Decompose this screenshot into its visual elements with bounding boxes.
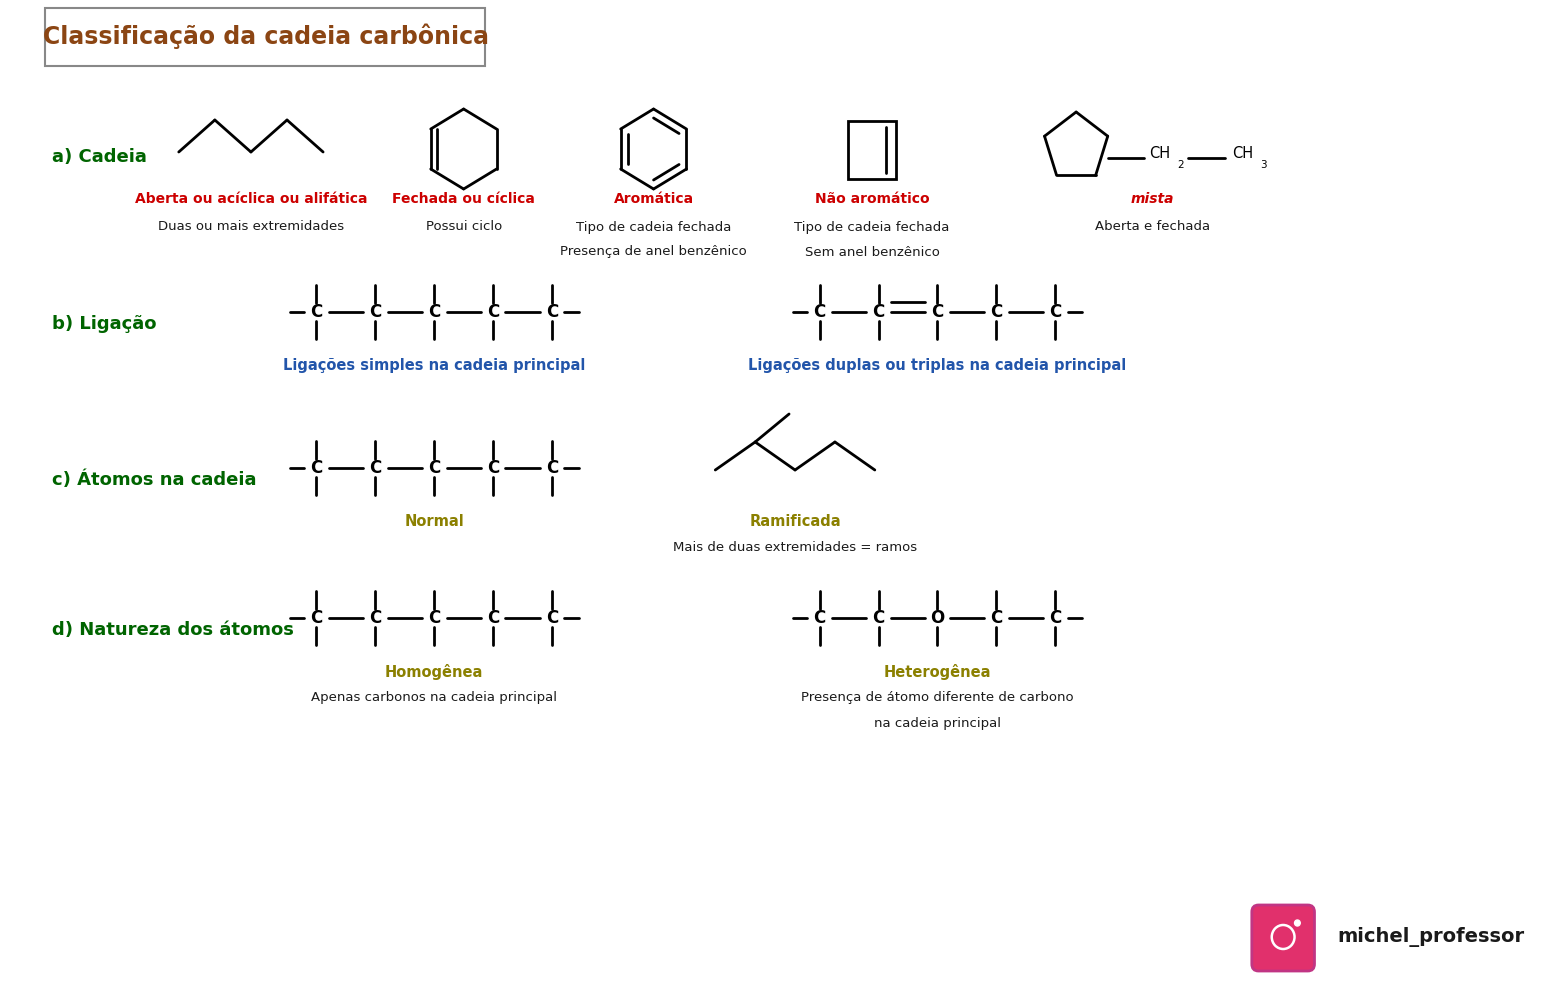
- Text: a) Cadeia: a) Cadeia: [53, 148, 148, 166]
- Text: C: C: [814, 609, 826, 627]
- Text: CH: CH: [1232, 146, 1253, 162]
- Text: Tipo de cadeia fechada: Tipo de cadeia fechada: [576, 220, 731, 233]
- Text: Ramificada: Ramificada: [750, 515, 840, 530]
- Text: C: C: [990, 609, 1002, 627]
- Text: Apenas carbonos na cadeia principal: Apenas carbonos na cadeia principal: [311, 691, 557, 704]
- Text: Duas ou mais extremidades: Duas ou mais extremidades: [157, 220, 344, 233]
- Text: michel_professor: michel_professor: [1337, 927, 1525, 947]
- Text: Aromática: Aromática: [613, 192, 694, 206]
- FancyBboxPatch shape: [45, 8, 484, 66]
- Text: C: C: [487, 459, 499, 477]
- Text: Normal: Normal: [405, 515, 464, 530]
- Text: na cadeia principal: na cadeia principal: [874, 716, 1001, 729]
- Text: C: C: [990, 303, 1002, 321]
- Text: C: C: [546, 609, 559, 627]
- Text: C: C: [310, 609, 322, 627]
- Text: Não aromático: Não aromático: [815, 192, 929, 206]
- Text: Aberta ou acíclica ou alifática: Aberta ou acíclica ou alifática: [135, 192, 367, 206]
- Text: b) Ligação: b) Ligação: [53, 315, 157, 333]
- Text: c) Átomos na cadeia: c) Átomos na cadeia: [53, 471, 257, 489]
- Text: Presença de anel benzênico: Presença de anel benzênico: [560, 245, 747, 259]
- Text: 2: 2: [1176, 160, 1184, 170]
- Bar: [848, 121, 896, 179]
- FancyBboxPatch shape: [1253, 905, 1315, 971]
- Text: C: C: [814, 303, 826, 321]
- Text: C: C: [310, 303, 322, 321]
- Text: C: C: [1049, 609, 1061, 627]
- Text: Homogênea: Homogênea: [384, 664, 484, 680]
- Text: C: C: [310, 459, 322, 477]
- Text: Mais de duas extremidades = ramos: Mais de duas extremidades = ramos: [674, 542, 916, 555]
- Text: C: C: [932, 303, 943, 321]
- Text: 3: 3: [1260, 160, 1267, 170]
- Text: Possui ciclo: Possui ciclo: [425, 220, 501, 233]
- Text: C: C: [369, 303, 381, 321]
- Text: Heterogênea: Heterogênea: [884, 664, 991, 680]
- Text: C: C: [873, 609, 885, 627]
- Text: C: C: [428, 609, 440, 627]
- Text: Sem anel benzênico: Sem anel benzênico: [804, 245, 940, 259]
- Text: CH: CH: [1150, 146, 1170, 162]
- Text: Ligações duplas ou triplas na cadeia principal: Ligações duplas ou triplas na cadeia pri…: [748, 358, 1127, 374]
- Text: C: C: [369, 609, 381, 627]
- Circle shape: [1295, 920, 1301, 926]
- Text: C: C: [546, 303, 559, 321]
- Text: Ligações simples na cadeia principal: Ligações simples na cadeia principal: [283, 358, 585, 374]
- Text: Presença de átomo diferente de carbono: Presença de átomo diferente de carbono: [801, 691, 1074, 704]
- Text: Aberta e fechada: Aberta e fechada: [1094, 220, 1209, 233]
- Text: C: C: [428, 459, 440, 477]
- Text: C: C: [1049, 303, 1061, 321]
- Text: C: C: [428, 303, 440, 321]
- Text: C: C: [369, 459, 381, 477]
- Text: C: C: [487, 609, 499, 627]
- Text: mista: mista: [1130, 192, 1173, 206]
- Text: C: C: [487, 303, 499, 321]
- Text: Fechada ou cíclica: Fechada ou cíclica: [392, 192, 535, 206]
- Text: Classificação da cadeia carbônica: Classificação da cadeia carbônica: [44, 24, 489, 50]
- Text: O: O: [930, 609, 944, 627]
- Text: Tipo de cadeia fechada: Tipo de cadeia fechada: [794, 220, 949, 233]
- Text: d) Natureza dos átomos: d) Natureza dos átomos: [53, 621, 294, 639]
- Text: C: C: [546, 459, 559, 477]
- Text: C: C: [873, 303, 885, 321]
